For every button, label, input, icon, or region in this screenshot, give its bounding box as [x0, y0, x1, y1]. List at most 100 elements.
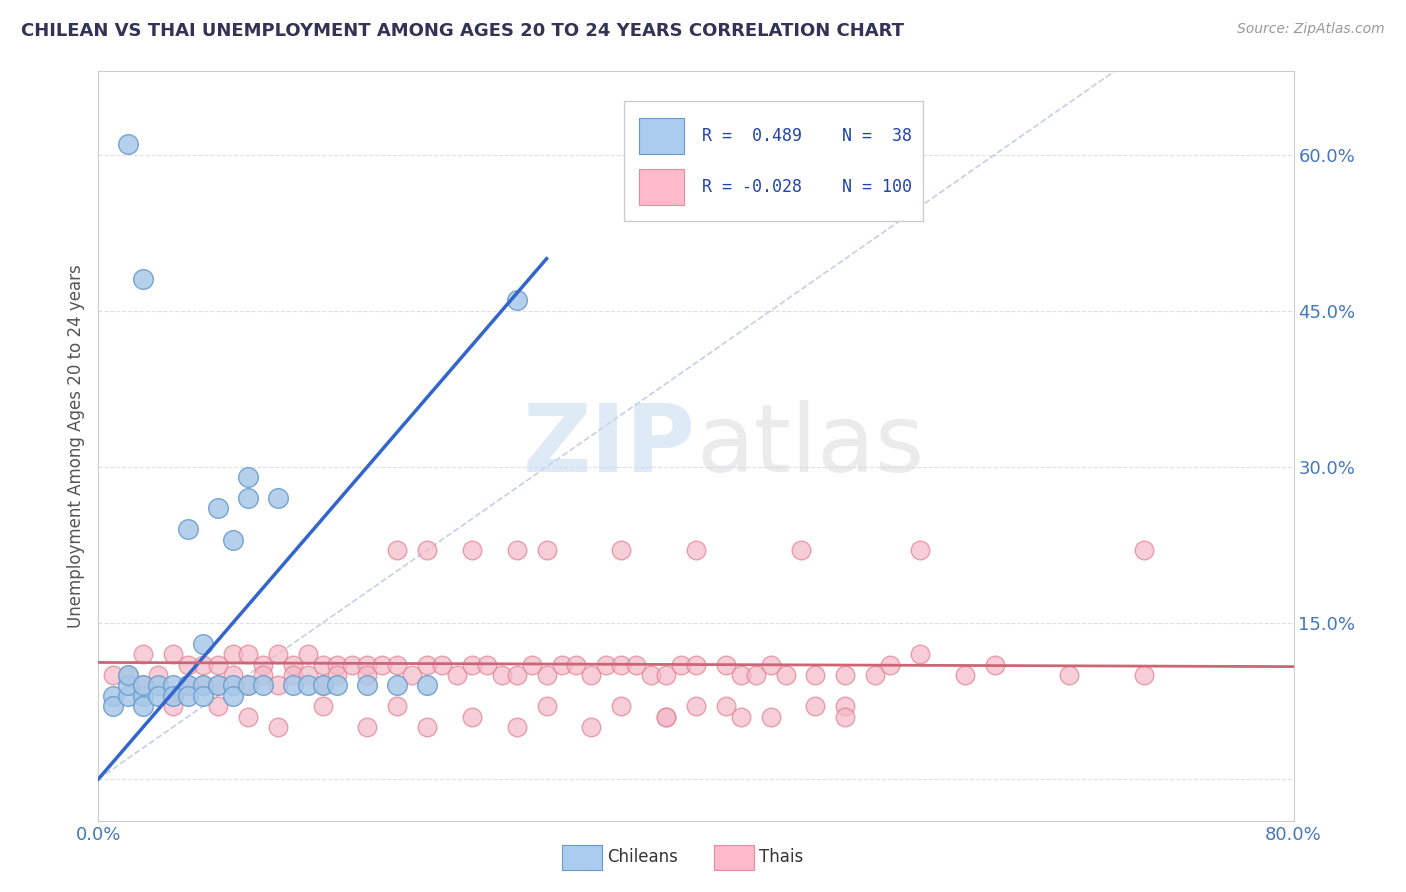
Point	[685, 657, 707, 672]
Point	[207, 657, 229, 672]
Point	[236, 678, 259, 692]
Point	[117, 137, 139, 152]
Point	[669, 657, 692, 672]
Point	[207, 678, 229, 692]
Point	[222, 678, 245, 692]
Point	[685, 543, 707, 558]
Point	[385, 699, 409, 714]
Point	[626, 657, 648, 672]
Point	[655, 709, 678, 723]
Point	[908, 647, 931, 661]
Point	[252, 678, 274, 692]
Point	[252, 657, 274, 672]
Point	[132, 678, 155, 692]
Point	[714, 657, 737, 672]
Point	[356, 678, 378, 692]
Point	[162, 678, 184, 692]
Point	[222, 668, 245, 682]
Point	[267, 720, 290, 734]
Point	[162, 689, 184, 703]
FancyBboxPatch shape	[638, 169, 685, 205]
Point	[804, 668, 827, 682]
Point	[236, 470, 259, 484]
Point	[177, 689, 200, 703]
Point	[908, 543, 931, 558]
Point	[326, 657, 349, 672]
Point	[461, 657, 484, 672]
Point	[236, 709, 259, 723]
Point	[177, 678, 200, 692]
Point	[401, 668, 423, 682]
Point	[191, 678, 214, 692]
Point	[132, 689, 155, 703]
Point	[834, 668, 856, 682]
Point	[685, 699, 707, 714]
Point	[595, 657, 617, 672]
Point	[117, 678, 139, 692]
Point	[446, 668, 468, 682]
Point	[222, 533, 245, 547]
Point	[311, 657, 333, 672]
Text: Chileans: Chileans	[607, 848, 678, 866]
Point	[236, 491, 259, 505]
Point	[177, 657, 200, 672]
Point	[207, 501, 229, 516]
Point	[311, 699, 333, 714]
Point	[759, 709, 782, 723]
Point	[610, 543, 633, 558]
Point	[162, 699, 184, 714]
Point	[536, 699, 558, 714]
Text: R = -0.028    N = 100: R = -0.028 N = 100	[702, 178, 912, 195]
Point	[162, 689, 184, 703]
Point	[297, 647, 319, 661]
Text: atlas: atlas	[696, 400, 924, 492]
Point	[759, 657, 782, 672]
Point	[385, 543, 409, 558]
Point	[117, 668, 139, 682]
Point	[356, 720, 378, 734]
Point	[804, 699, 827, 714]
Point	[506, 668, 529, 682]
Point	[655, 668, 678, 682]
Point	[865, 668, 887, 682]
Point	[148, 668, 170, 682]
Point	[222, 689, 245, 703]
FancyBboxPatch shape	[624, 102, 922, 221]
Point	[236, 678, 259, 692]
Point	[281, 657, 304, 672]
Point	[1133, 543, 1156, 558]
Point	[162, 647, 184, 661]
Point	[1133, 668, 1156, 682]
Text: ZIP: ZIP	[523, 400, 696, 492]
Point	[311, 678, 333, 692]
Point	[117, 689, 139, 703]
Point	[267, 678, 290, 692]
Point	[103, 689, 125, 703]
Point	[177, 522, 200, 536]
Text: Thais: Thais	[759, 848, 803, 866]
Point	[775, 668, 797, 682]
Point	[461, 709, 484, 723]
Point	[745, 668, 768, 682]
Point	[132, 678, 155, 692]
Point	[416, 543, 439, 558]
Point	[536, 543, 558, 558]
Point	[132, 272, 155, 286]
Point	[581, 720, 603, 734]
Point	[311, 678, 333, 692]
Y-axis label: Unemployment Among Ages 20 to 24 years: Unemployment Among Ages 20 to 24 years	[66, 264, 84, 628]
Text: Source: ZipAtlas.com: Source: ZipAtlas.com	[1237, 22, 1385, 37]
Point	[207, 699, 229, 714]
Point	[342, 657, 364, 672]
Point	[236, 647, 259, 661]
Point	[191, 689, 214, 703]
Text: CHILEAN VS THAI UNEMPLOYMENT AMONG AGES 20 TO 24 YEARS CORRELATION CHART: CHILEAN VS THAI UNEMPLOYMENT AMONG AGES …	[21, 22, 904, 40]
Point	[385, 678, 409, 692]
Point	[879, 657, 901, 672]
Point	[430, 657, 453, 672]
Point	[506, 720, 529, 734]
Point	[191, 657, 214, 672]
Point	[356, 657, 378, 672]
Point	[356, 668, 378, 682]
Point	[536, 668, 558, 682]
